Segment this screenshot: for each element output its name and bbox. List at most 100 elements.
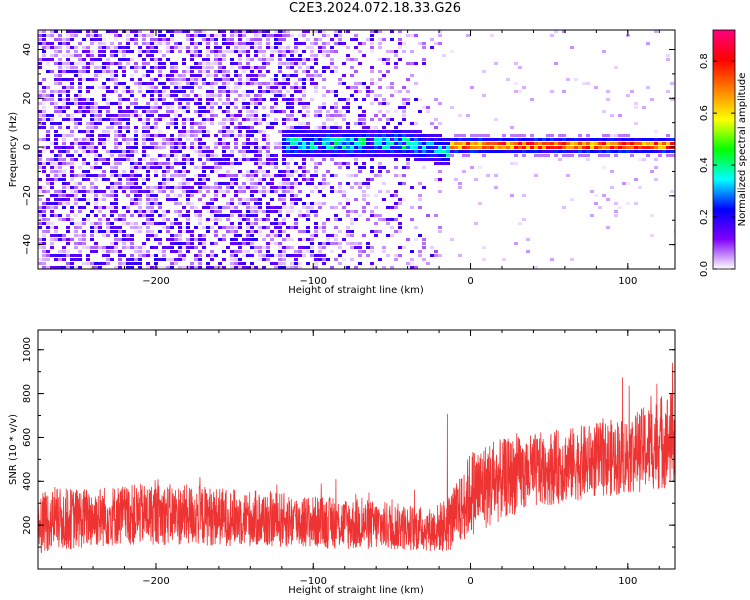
heat-cell	[262, 50, 266, 53]
heat-cell	[306, 178, 310, 181]
heat-cell	[302, 238, 306, 241]
heat-cell	[94, 202, 98, 205]
heat-cell	[450, 106, 454, 109]
heat-cell	[150, 214, 154, 217]
heat-cell	[150, 90, 154, 93]
heat-cell	[86, 198, 90, 201]
heat-cell	[158, 182, 162, 185]
heat-cell	[334, 106, 338, 109]
heat-cell	[226, 126, 230, 129]
heat-cell	[242, 42, 246, 45]
heat-cell	[322, 102, 326, 105]
heat-cell	[114, 210, 118, 213]
heat-cell	[522, 150, 526, 153]
heat-cell	[338, 262, 342, 265]
heat-cell	[194, 94, 198, 97]
heat-cell	[186, 102, 190, 105]
heat-cell	[146, 106, 150, 109]
heat-cell	[310, 42, 314, 45]
heat-cell	[330, 234, 334, 237]
heat-cell	[474, 142, 478, 145]
heat-cell	[426, 146, 430, 149]
heat-cell	[154, 106, 158, 109]
heat-cell	[78, 242, 82, 245]
heat-cell	[258, 166, 262, 169]
heat-cell	[478, 146, 482, 149]
heat-cell	[206, 190, 210, 193]
heat-cell	[54, 106, 58, 109]
heat-cell	[306, 126, 310, 129]
heat-cell	[66, 202, 70, 205]
heat-cell	[194, 98, 198, 101]
heat-cell	[258, 46, 262, 49]
heat-cell	[94, 78, 98, 81]
heat-cell	[490, 150, 494, 153]
heat-cell	[298, 254, 302, 257]
heat-cell	[346, 146, 350, 149]
heat-cell	[226, 78, 230, 81]
heat-cell	[318, 110, 322, 113]
heat-cell	[566, 154, 570, 157]
heat-cell	[54, 214, 58, 217]
heat-cell	[198, 110, 202, 113]
heat-cell	[238, 30, 242, 33]
heat-cell	[662, 138, 666, 141]
heat-cell	[310, 142, 314, 145]
heat-cell	[246, 222, 250, 225]
heat-cell	[106, 78, 110, 81]
heat-cell	[330, 114, 334, 117]
heat-cell	[546, 150, 550, 153]
heat-cell	[114, 226, 118, 229]
heat-cell	[126, 130, 130, 133]
heat-cell	[482, 134, 486, 137]
heat-cell	[138, 186, 142, 189]
heat-cell	[218, 54, 222, 57]
heat-cell	[338, 202, 342, 205]
heat-cell	[450, 146, 454, 149]
heat-cell	[182, 126, 186, 129]
heat-cell	[74, 138, 78, 141]
heat-cell	[78, 266, 82, 269]
heat-cell	[586, 82, 590, 85]
heat-cell	[54, 178, 58, 181]
heat-cell	[270, 174, 274, 177]
heat-cell	[146, 34, 150, 37]
heat-cell	[334, 154, 338, 157]
heat-cell	[370, 158, 374, 161]
heat-cell	[278, 250, 282, 253]
heat-cell	[406, 90, 410, 93]
heat-cell	[290, 74, 294, 77]
heat-cell	[426, 138, 430, 141]
heat-cell	[98, 42, 102, 45]
heat-cell	[382, 146, 386, 149]
heat-cell	[50, 246, 54, 249]
heat-cell	[186, 186, 190, 189]
heat-cell	[338, 138, 342, 141]
heat-cell	[190, 142, 194, 145]
heat-cell	[50, 118, 54, 121]
heat-cell	[430, 46, 434, 49]
heat-cell	[74, 242, 78, 245]
heat-cell	[190, 90, 194, 93]
heat-cell	[122, 86, 126, 89]
heat-cell	[58, 166, 62, 169]
heat-cell	[46, 138, 50, 141]
heat-cell	[138, 46, 142, 49]
heat-cell	[514, 242, 518, 245]
heat-cell	[186, 46, 190, 49]
heat-cell	[54, 202, 58, 205]
heat-cell	[102, 42, 106, 45]
heat-cell	[254, 54, 258, 57]
heat-cell	[310, 254, 314, 257]
heat-cell	[534, 146, 538, 149]
heat-cell	[242, 154, 246, 157]
heat-cell	[182, 142, 186, 145]
heat-cell	[274, 34, 278, 37]
heat-cell	[126, 210, 130, 213]
heat-cell	[106, 250, 110, 253]
heat-cell	[318, 134, 322, 137]
heat-cell	[398, 174, 402, 177]
heatmap-cells	[38, 30, 675, 269]
heat-cell	[298, 182, 302, 185]
heat-cell	[426, 214, 430, 217]
